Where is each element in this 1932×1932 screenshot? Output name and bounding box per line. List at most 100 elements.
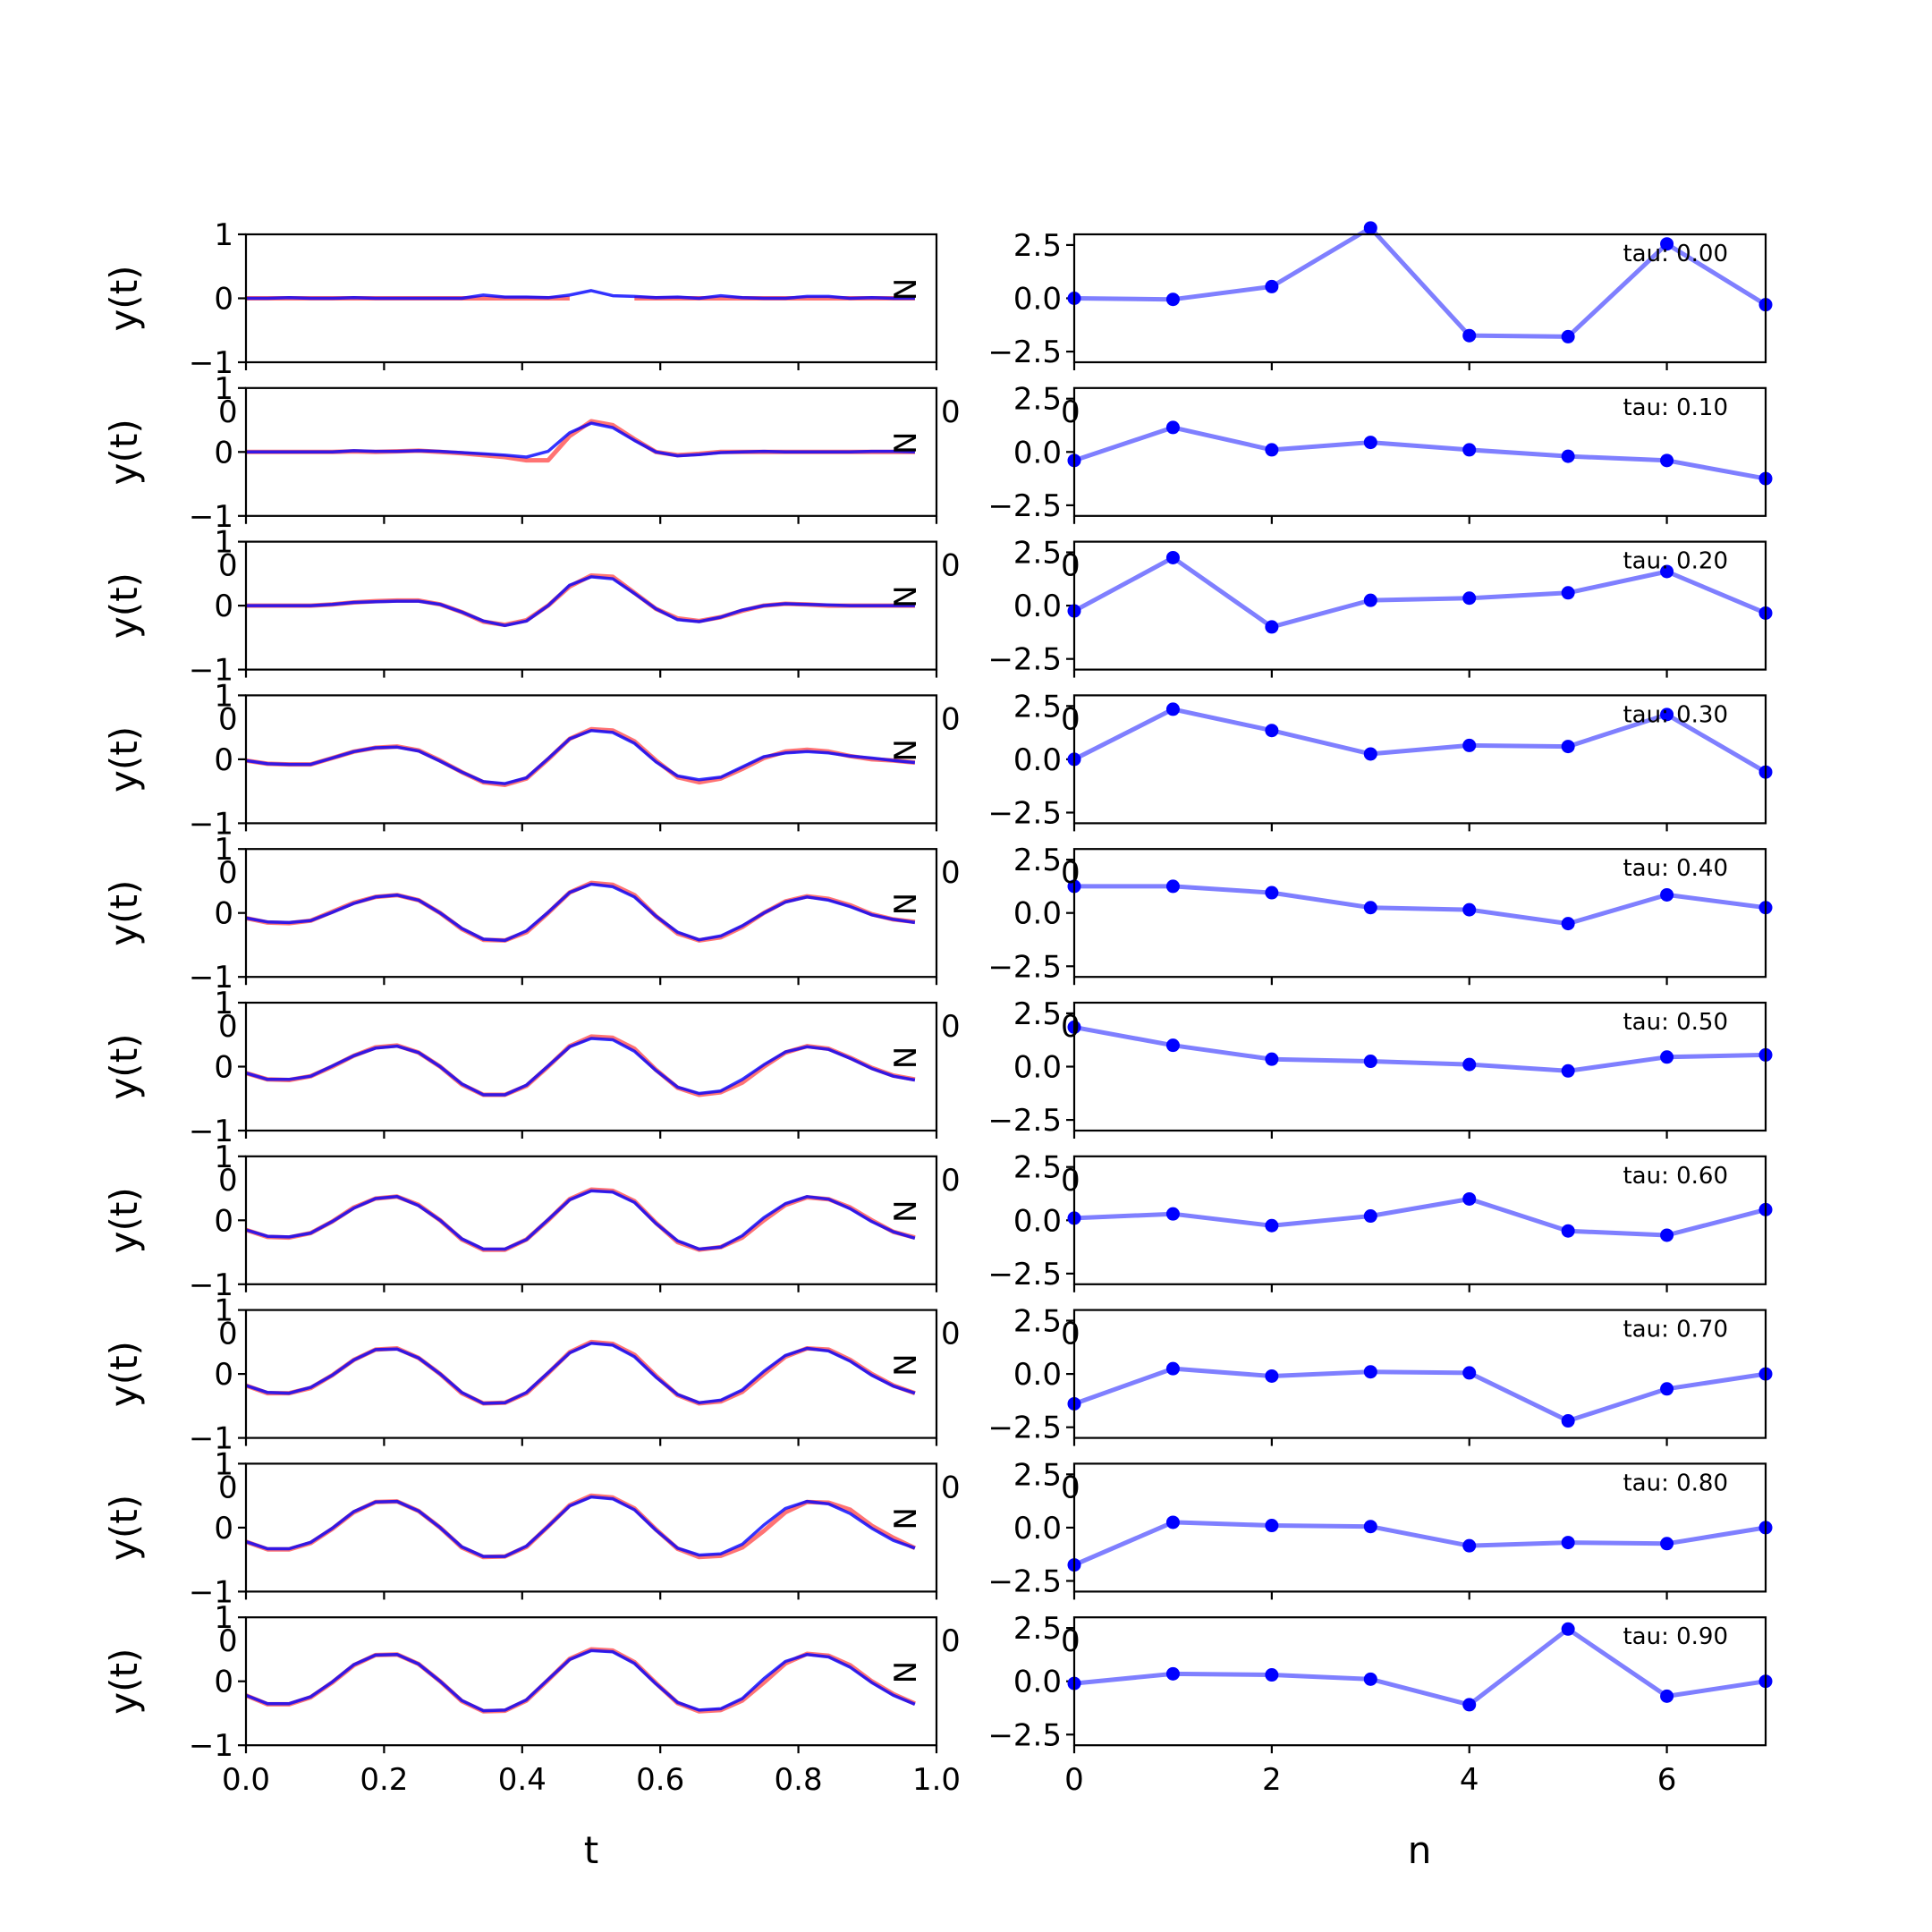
- data-point: [1265, 1052, 1279, 1066]
- y-tick-label: 1: [214, 525, 233, 561]
- y-tick-label: −1: [189, 1267, 233, 1303]
- data-point: [1363, 436, 1377, 450]
- y-tick-label: 0: [214, 742, 233, 778]
- clipped-n-label: N: [888, 893, 924, 915]
- plot-frame: [244, 694, 938, 825]
- y-tick-label: 0.0: [1013, 1357, 1062, 1393]
- data-point: [1561, 1224, 1575, 1238]
- data-point: [1462, 1057, 1477, 1072]
- data-point: [1660, 1382, 1674, 1396]
- data-point: [1660, 1050, 1674, 1064]
- left-panel-4: 10−1y(t) N0 0: [102, 832, 961, 996]
- y-tick-label: 0: [214, 435, 233, 470]
- data-point: [1165, 1666, 1180, 1681]
- data-point: [1660, 1228, 1674, 1242]
- series-line: [1073, 425, 1767, 481]
- y-tick-label: 0.0: [1013, 589, 1062, 624]
- data-point: [1165, 702, 1180, 716]
- right-panel-2: 2.5 0.0 −2.5 tau: 0.20 0: [987, 536, 1773, 678]
- y-tick-label: 1: [214, 1293, 233, 1329]
- data-point: [1265, 279, 1279, 293]
- estimate-line: [245, 1495, 916, 1558]
- y-tick-label: −2.5: [987, 1411, 1062, 1446]
- data-point: [1363, 1520, 1377, 1534]
- y-tick-label: 0: [214, 589, 233, 624]
- clipped-zero-right: 0: [1061, 701, 1080, 737]
- y-tick-label: 2.5: [1013, 689, 1062, 724]
- estimate-line: [245, 882, 916, 943]
- data-point: [1462, 1366, 1477, 1380]
- right-panel-0: 2.5 0.0 −2.5 tau: 0.00: [987, 221, 1773, 370]
- y-tick-label: 0.0: [1013, 742, 1062, 778]
- left-panels: 10−1y(t) N10−1y(t) N0 010−1y(t) N0 010−1y(t) N…: [102, 217, 961, 1798]
- tau-label: tau: 0.10: [1623, 394, 1728, 421]
- plot-frame: [1072, 694, 1767, 825]
- plot-frame: [1072, 1616, 1767, 1747]
- y-tick-label: −2.5: [987, 949, 1062, 985]
- data-point: [1660, 1537, 1674, 1551]
- plot-frame: [1072, 1462, 1767, 1593]
- plot-frame: [1072, 848, 1767, 979]
- x-tick-label: 0.4: [498, 1762, 547, 1798]
- data-point: [1660, 453, 1674, 468]
- clipped-zero-left: 0: [218, 1317, 238, 1352]
- tau-label: tau: 0.60: [1623, 1163, 1728, 1190]
- tau-label: tau: 0.20: [1623, 548, 1728, 575]
- clipped-n-label: N: [888, 432, 924, 454]
- data-point: [1363, 221, 1377, 235]
- plot-frame: [244, 1155, 938, 1285]
- data-point: [1561, 740, 1575, 754]
- x-tick-label: 0.6: [636, 1762, 684, 1798]
- clipped-zero-left: 0: [218, 1623, 238, 1659]
- data-point: [1363, 747, 1377, 761]
- plot-frame: [1072, 386, 1767, 517]
- y-tick-label: 1: [214, 986, 233, 1021]
- clipped-n-label: N: [888, 585, 924, 607]
- right-panel-6: 2.5 0.0 −2.5 tau: 0.60 0: [987, 1150, 1773, 1292]
- clipped-zero-mid: 0: [941, 1009, 961, 1045]
- y-tick-label: 2.5: [1013, 1304, 1062, 1340]
- y-tick-label: −1: [189, 499, 233, 535]
- clipped-n-label: N: [888, 278, 924, 301]
- y-axis-label: y(t): [102, 880, 146, 946]
- data-point: [1265, 1668, 1279, 1682]
- left-panel-8: 10−1y(t) N0 0: [102, 1446, 961, 1610]
- data-point: [1660, 1689, 1674, 1703]
- y-tick-label: 1: [214, 1600, 233, 1636]
- y-tick-label: −2.5: [987, 488, 1062, 524]
- tau-label: tau: 0.50: [1623, 1009, 1728, 1036]
- data-point: [1561, 586, 1575, 600]
- y-axis-label: y(t): [102, 1341, 146, 1407]
- y-tick-label: 2.5: [1013, 1611, 1062, 1647]
- data-point: [1660, 887, 1674, 902]
- y-tick-label: −1: [189, 1728, 233, 1764]
- left-panel-2: 10−1y(t) N0 0: [102, 525, 961, 689]
- y-axis-label: y(t): [102, 572, 146, 639]
- series-line: [1072, 555, 1767, 630]
- y-tick-label: −1: [189, 1421, 233, 1457]
- data-point: [1165, 1361, 1180, 1376]
- data-point: [1265, 724, 1279, 738]
- plot-frame: [1072, 1001, 1767, 1132]
- y-tick-label: 1: [214, 1446, 233, 1482]
- y-tick-label: 2.5: [1013, 1457, 1062, 1493]
- y-tick-label: −2.5: [987, 795, 1062, 831]
- y-tick-label: −1: [189, 345, 233, 381]
- y-tick-label: −1: [189, 653, 233, 689]
- y-tick-label: 0.0: [1013, 282, 1062, 318]
- y-tick-label: 0: [214, 1203, 233, 1239]
- y-tick-label: −1: [189, 1574, 233, 1610]
- y-axis-label: y(t): [102, 1495, 146, 1561]
- data-point: [1462, 902, 1477, 917]
- y-tick-label: −2.5: [987, 1717, 1062, 1753]
- clipped-zero-mid: 0: [941, 394, 961, 430]
- y-tick-label: 0: [214, 896, 233, 932]
- x-tick-label: 0.2: [360, 1762, 408, 1798]
- y-tick-label: 1: [214, 832, 233, 868]
- left-x-axis-label: t: [584, 1828, 598, 1872]
- data-point: [1165, 292, 1180, 307]
- left-panel-3: 10−1y(t) N0 0: [102, 678, 961, 842]
- series-line: [1072, 707, 1767, 775]
